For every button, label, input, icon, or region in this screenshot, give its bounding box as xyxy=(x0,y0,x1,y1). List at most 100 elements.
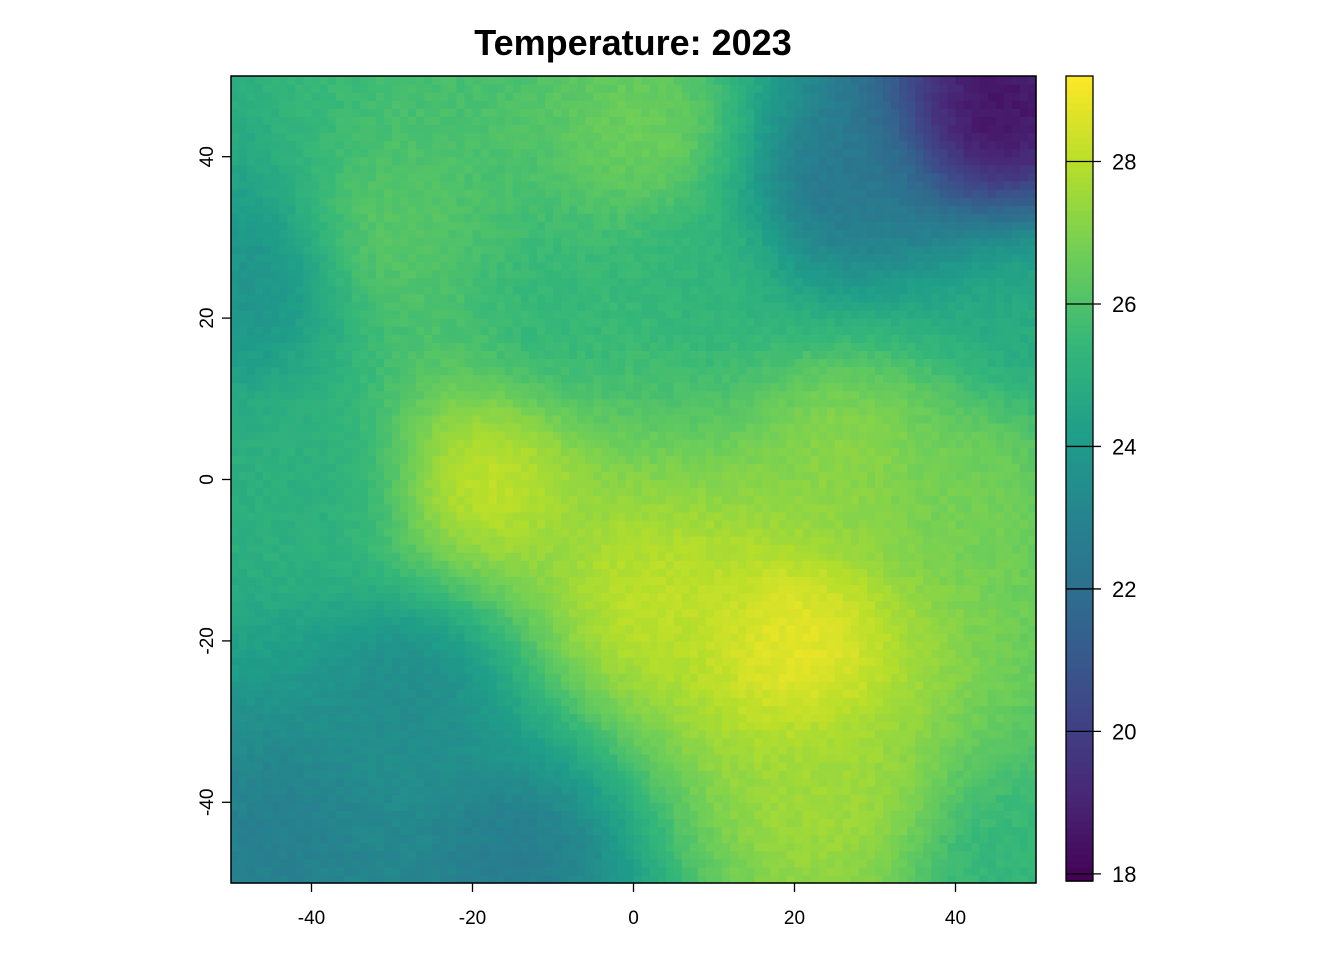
raster-cell xyxy=(319,535,329,545)
raster-cell xyxy=(593,665,602,674)
raster-cell xyxy=(858,576,868,586)
raster-cell xyxy=(625,495,635,505)
raster-cell xyxy=(303,600,313,610)
raster-cell xyxy=(987,616,997,626)
raster-cell xyxy=(536,858,546,868)
raster-cell xyxy=(456,665,466,674)
raster-cell xyxy=(271,519,280,529)
raster-cell xyxy=(842,786,852,795)
raster-cell xyxy=(673,592,683,602)
raster-cell xyxy=(239,640,248,650)
raster-cell xyxy=(400,737,409,747)
raster-cell xyxy=(359,503,369,513)
raster-cell xyxy=(520,535,530,545)
raster-cell xyxy=(311,479,321,489)
raster-cell xyxy=(512,479,522,489)
raster-cell xyxy=(899,592,908,602)
raster-cell xyxy=(931,584,940,594)
raster-cell xyxy=(842,753,852,763)
raster-cell xyxy=(1011,535,1021,545)
raster-cell xyxy=(295,794,305,803)
raster-cell xyxy=(625,560,635,569)
raster-cell xyxy=(657,697,667,707)
raster-cell xyxy=(875,834,884,844)
raster-cell xyxy=(931,826,940,836)
raster-cell xyxy=(271,544,280,553)
raster-cell xyxy=(657,487,667,497)
raster-cell xyxy=(561,770,570,779)
raster-cell xyxy=(673,673,683,682)
raster-cell xyxy=(343,584,353,594)
raster-cell xyxy=(496,495,506,505)
raster-cell xyxy=(794,568,804,577)
raster-cell xyxy=(553,745,562,755)
raster-cell xyxy=(987,527,997,537)
raster-cell xyxy=(746,511,755,521)
raster-cell xyxy=(231,495,240,505)
raster-cell xyxy=(416,770,425,779)
raster-cell xyxy=(971,632,981,642)
raster-cell xyxy=(810,624,820,634)
raster-cell xyxy=(375,810,385,820)
raster-cell xyxy=(955,826,965,836)
raster-cell xyxy=(955,487,965,497)
raster-cell xyxy=(762,479,771,489)
raster-cell xyxy=(802,503,812,513)
raster-cell xyxy=(440,648,449,658)
raster-cell xyxy=(536,648,546,658)
raster-cell xyxy=(778,503,788,513)
raster-cell xyxy=(593,745,602,755)
raster-cell xyxy=(907,519,916,529)
raster-cell xyxy=(794,737,804,747)
raster-cell xyxy=(907,697,916,707)
raster-cell xyxy=(617,487,627,497)
raster-cell xyxy=(496,592,506,602)
raster-cell xyxy=(987,858,997,868)
raster-cell xyxy=(504,657,514,666)
raster-cell xyxy=(263,552,272,561)
raster-cell xyxy=(440,600,449,610)
raster-cell xyxy=(923,576,932,586)
raster-cell xyxy=(577,753,586,763)
raster-cell xyxy=(794,624,804,634)
raster-cell xyxy=(955,818,965,828)
raster-cell xyxy=(673,729,683,739)
raster-cell xyxy=(593,495,602,505)
raster-cell xyxy=(464,794,474,803)
raster-cell xyxy=(400,689,409,698)
raster-cell xyxy=(730,810,739,820)
raster-cell xyxy=(641,753,651,763)
raster-cell xyxy=(512,576,522,586)
raster-cell xyxy=(464,511,474,521)
raster-cell xyxy=(367,770,377,779)
raster-cell xyxy=(649,874,659,884)
raster-cell xyxy=(625,665,635,674)
raster-cell xyxy=(577,729,586,739)
raster-cell xyxy=(665,600,675,610)
raster-cell xyxy=(955,527,965,537)
raster-cell xyxy=(351,850,361,860)
raster-cell xyxy=(987,495,997,505)
raster-cell xyxy=(553,544,562,553)
raster-cell xyxy=(649,592,659,602)
raster-cell xyxy=(593,479,602,489)
raster-cell xyxy=(432,729,441,739)
raster-cell xyxy=(319,786,329,795)
raster-cell xyxy=(553,616,562,626)
raster-cell xyxy=(231,657,240,666)
raster-cell xyxy=(351,600,361,610)
raster-cell xyxy=(255,544,264,553)
raster-cell xyxy=(738,608,747,618)
raster-cell xyxy=(722,503,731,513)
raster-cell xyxy=(528,802,538,811)
raster-cell xyxy=(858,648,868,658)
raster-cell xyxy=(416,794,425,803)
raster-cell xyxy=(939,753,949,763)
raster-cell xyxy=(263,858,272,868)
raster-cell xyxy=(891,568,900,577)
raster-cell xyxy=(899,487,908,497)
raster-cell xyxy=(842,818,852,828)
raster-cell xyxy=(504,786,514,795)
raster-cell xyxy=(383,721,393,731)
raster-cell xyxy=(649,665,659,674)
